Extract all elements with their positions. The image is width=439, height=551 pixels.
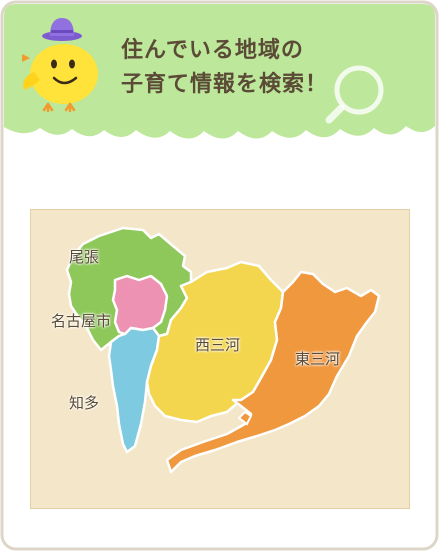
magnifier-icon <box>325 65 384 124</box>
island-mark <box>237 410 253 426</box>
region-label-owari[interactable]: 尾張 <box>69 248 100 266</box>
region-chita[interactable] <box>107 326 161 454</box>
page-title: 住んでいる地域の 子育て情報を検索！ <box>121 34 328 102</box>
region-label-chita[interactable]: 知多 <box>69 394 100 412</box>
region-label-nagoya[interactable]: 名古屋市 <box>51 312 112 330</box>
region-label-nishimikawa[interactable]: 西三河 <box>195 336 241 354</box>
header-cloud-banner <box>4 4 435 139</box>
region-nishimikawa[interactable] <box>145 260 285 424</box>
region-higashimikawa[interactable] <box>165 270 381 474</box>
title-line-1: 住んでいる地域の <box>121 38 304 63</box>
aichi-region-map: 尾張 名古屋市 知多 西三河 東三河 <box>30 209 410 509</box>
title-line-2: 子育て情報を検索！ <box>121 72 329 97</box>
chick-mascot-icon <box>22 18 98 112</box>
region-label-higashimikawa[interactable]: 東三河 <box>295 350 341 368</box>
map-canvas <box>65 226 381 474</box>
